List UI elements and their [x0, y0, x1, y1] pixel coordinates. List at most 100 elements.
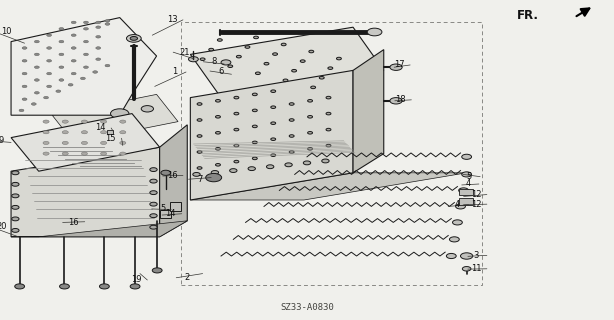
Circle shape — [60, 284, 69, 289]
Circle shape — [252, 125, 257, 128]
Circle shape — [308, 132, 313, 134]
Text: 19: 19 — [131, 276, 142, 284]
Polygon shape — [11, 18, 157, 115]
Circle shape — [188, 57, 198, 62]
Circle shape — [150, 191, 157, 195]
Text: 5: 5 — [160, 204, 165, 213]
Circle shape — [460, 253, 473, 259]
Text: 4: 4 — [455, 200, 460, 209]
Text: 7: 7 — [197, 175, 202, 184]
Circle shape — [326, 112, 331, 115]
Circle shape — [43, 152, 49, 155]
Circle shape — [43, 141, 49, 145]
Circle shape — [150, 179, 157, 183]
Circle shape — [150, 214, 157, 218]
Circle shape — [456, 204, 465, 209]
Bar — [170, 202, 181, 211]
Circle shape — [228, 65, 233, 68]
Text: 18: 18 — [395, 95, 406, 104]
Text: 13: 13 — [166, 15, 177, 24]
Circle shape — [216, 100, 220, 102]
Polygon shape — [11, 221, 187, 237]
Circle shape — [96, 58, 101, 60]
Text: 6: 6 — [219, 67, 223, 76]
Circle shape — [308, 148, 313, 150]
Circle shape — [141, 106, 154, 112]
Circle shape — [101, 120, 107, 123]
Text: 4: 4 — [465, 180, 470, 188]
Circle shape — [336, 57, 341, 60]
Circle shape — [319, 76, 324, 79]
Circle shape — [22, 60, 27, 62]
Circle shape — [71, 47, 76, 49]
Circle shape — [449, 237, 459, 242]
Circle shape — [281, 43, 286, 46]
Circle shape — [22, 72, 27, 75]
Circle shape — [300, 60, 305, 62]
Circle shape — [120, 120, 126, 123]
Circle shape — [62, 131, 68, 134]
Circle shape — [234, 144, 239, 147]
Circle shape — [120, 141, 126, 145]
Circle shape — [44, 96, 49, 99]
Circle shape — [292, 69, 297, 72]
Circle shape — [252, 109, 257, 112]
Text: 1: 1 — [173, 68, 177, 76]
Circle shape — [308, 116, 313, 118]
Circle shape — [84, 66, 88, 68]
Circle shape — [22, 47, 27, 49]
Circle shape — [130, 36, 138, 40]
Circle shape — [105, 23, 110, 25]
Circle shape — [84, 28, 88, 30]
Circle shape — [234, 128, 239, 131]
Circle shape — [197, 151, 202, 153]
Polygon shape — [52, 94, 178, 142]
Text: 14: 14 — [95, 124, 106, 132]
Circle shape — [308, 100, 313, 102]
Circle shape — [84, 40, 88, 43]
Circle shape — [303, 161, 311, 165]
Circle shape — [12, 194, 19, 198]
Circle shape — [47, 47, 52, 49]
Circle shape — [47, 72, 52, 75]
Text: 9: 9 — [0, 136, 4, 145]
Circle shape — [150, 168, 157, 172]
Circle shape — [255, 72, 260, 75]
Circle shape — [99, 284, 109, 289]
Circle shape — [68, 84, 73, 86]
Circle shape — [252, 93, 257, 96]
Circle shape — [59, 66, 64, 68]
Circle shape — [446, 253, 456, 259]
Circle shape — [47, 60, 52, 62]
Circle shape — [161, 170, 171, 175]
Circle shape — [289, 135, 294, 137]
Text: 12: 12 — [470, 200, 481, 209]
Text: 15: 15 — [105, 134, 116, 143]
Circle shape — [82, 131, 88, 134]
Text: 16: 16 — [68, 218, 79, 227]
Circle shape — [271, 138, 276, 140]
Text: 10: 10 — [1, 28, 12, 36]
Circle shape — [82, 141, 88, 145]
Circle shape — [271, 90, 276, 92]
Circle shape — [193, 172, 200, 176]
Text: 5: 5 — [467, 172, 472, 181]
Circle shape — [22, 98, 27, 100]
Circle shape — [43, 131, 49, 134]
Text: 17: 17 — [394, 60, 405, 69]
Circle shape — [105, 20, 110, 22]
Circle shape — [236, 55, 241, 58]
Circle shape — [328, 67, 333, 69]
Circle shape — [252, 157, 257, 160]
Circle shape — [252, 141, 257, 144]
Circle shape — [197, 167, 202, 169]
Circle shape — [264, 62, 269, 65]
Circle shape — [105, 64, 110, 67]
Circle shape — [390, 64, 402, 70]
Circle shape — [311, 86, 316, 89]
Circle shape — [31, 103, 36, 105]
Circle shape — [200, 58, 205, 60]
Circle shape — [211, 171, 219, 174]
Circle shape — [84, 53, 88, 56]
Circle shape — [248, 167, 255, 171]
